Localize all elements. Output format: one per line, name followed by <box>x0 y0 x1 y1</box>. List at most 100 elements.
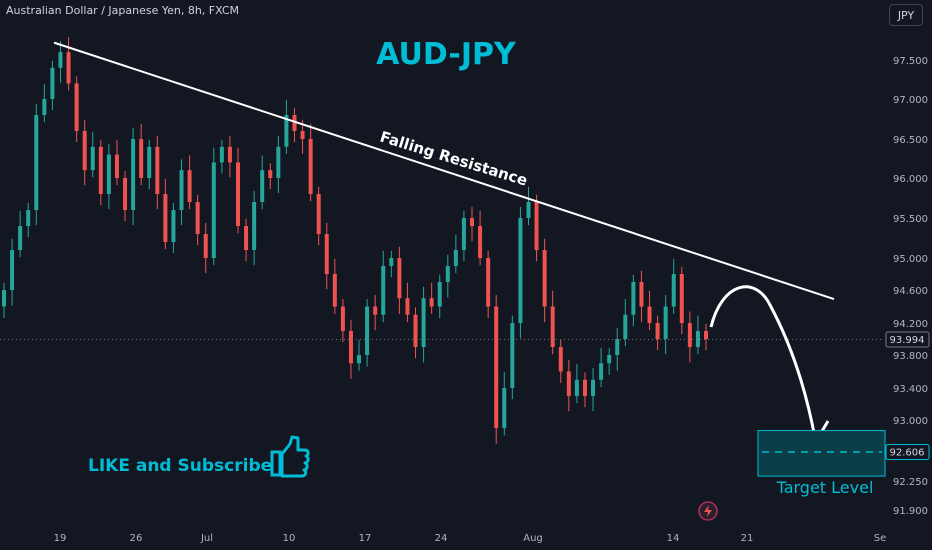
candle-body <box>114 154 119 178</box>
candle-body <box>550 306 555 347</box>
target-level-label: Target Level <box>776 478 874 497</box>
candle-body <box>494 306 499 429</box>
candle-body <box>429 298 434 307</box>
candle-body <box>542 250 547 307</box>
candle-body <box>227 146 232 163</box>
candle-body <box>453 250 458 266</box>
y-tick-label: 96.000 <box>893 174 928 185</box>
candle-body <box>623 314 628 339</box>
candle-body <box>357 355 362 364</box>
candle-body <box>591 379 596 396</box>
candle-body <box>252 202 257 250</box>
symbol-description: Australian Dollar / Japanese Yen, 8h, FX… <box>6 4 240 17</box>
candle-body <box>510 323 515 388</box>
candle-body <box>574 379 579 396</box>
candle-body <box>18 226 23 250</box>
price-axis: 97.500 97.000 96.500 96.000 95.500 95.000 94.6… <box>893 56 928 517</box>
candle-body <box>42 99 47 115</box>
candle-body <box>236 162 240 226</box>
candle-body <box>695 331 700 347</box>
candle-body <box>179 170 184 210</box>
candle-body <box>373 306 378 315</box>
candle-body <box>534 202 539 250</box>
candle-body <box>348 331 353 364</box>
candle-body <box>647 306 652 323</box>
lightning-icon <box>698 501 718 521</box>
candle-body <box>397 258 402 299</box>
candle-body <box>171 210 176 242</box>
x-tick-label: 19 <box>54 533 67 544</box>
y-tick-label: 91.900 <box>893 506 928 517</box>
y-tick-label: 95.000 <box>893 254 928 265</box>
candle-body <box>486 258 491 307</box>
like-subscribe-text: LIKE and Subscribe <box>88 456 272 476</box>
candle-body <box>340 306 345 331</box>
candle-body <box>437 282 442 307</box>
candle-body <box>308 139 313 194</box>
candle-body <box>389 258 394 266</box>
y-tick-label: 96.500 <box>893 135 928 146</box>
time-axis: 19 26 Jul 10 17 24 Aug 14 21 Se <box>54 533 887 544</box>
candle-body <box>478 226 483 258</box>
x-tick-label: 10 <box>283 533 296 544</box>
candle-body <box>655 323 660 339</box>
candle-body <box>98 146 103 194</box>
candle-body <box>663 306 668 339</box>
candle-body <box>58 52 63 68</box>
candle-body <box>631 282 636 315</box>
candle-body <box>461 218 466 250</box>
candle-body <box>163 194 168 242</box>
candle-body <box>123 178 128 210</box>
falling-resistance-line <box>53 41 835 301</box>
candle-body <box>292 115 297 131</box>
candle-body <box>704 331 708 339</box>
candle-body <box>260 170 265 202</box>
candle-body <box>106 154 111 194</box>
last-price-value: 93.994 <box>890 335 925 346</box>
candle-body <box>671 274 676 307</box>
candle-body <box>82 131 87 171</box>
target-price-badge <box>885 444 930 461</box>
target-price-value: 92.606 <box>890 448 925 459</box>
x-tick-label: 26 <box>130 533 143 544</box>
candle-body <box>558 347 563 372</box>
candle-body <box>518 218 523 323</box>
candle-body <box>405 298 410 315</box>
y-tick-label: 95.500 <box>893 214 928 225</box>
candle-body <box>639 282 644 307</box>
candle-body <box>599 363 604 380</box>
candle-body <box>679 274 684 323</box>
candle-body <box>139 139 144 178</box>
y-tick-label: 94.600 <box>893 286 928 297</box>
candle-body <box>219 146 224 163</box>
x-tick-label: Se <box>874 533 887 544</box>
candle-body <box>66 52 71 84</box>
projection-arrow <box>709 285 817 439</box>
candle-body <box>324 234 329 274</box>
x-tick-label: 17 <box>359 533 372 544</box>
y-tick-label: 93.000 <box>893 416 928 427</box>
x-tick-label: 14 <box>667 533 680 544</box>
candle-body <box>74 83 79 131</box>
candle-body <box>2 290 6 307</box>
candle-body <box>10 250 15 290</box>
candle-body <box>155 146 160 194</box>
candle-body <box>470 218 474 226</box>
thumbs-up-icon <box>270 435 310 478</box>
currency-button[interactable]: JPY <box>889 4 923 26</box>
candle-body <box>26 210 31 226</box>
candle-body <box>445 266 450 282</box>
x-tick-label: Aug <box>523 533 543 544</box>
candle-body <box>90 146 95 171</box>
y-tick-label: 97.000 <box>893 95 928 106</box>
candle-body <box>365 306 370 355</box>
candle-body <box>276 146 281 178</box>
x-tick-label: Jul <box>200 533 213 544</box>
candle-body <box>187 170 192 202</box>
y-tick-label: 93.400 <box>893 384 928 395</box>
candlestick-series <box>2 37 708 444</box>
candle-body <box>615 339 620 355</box>
x-tick-label: 21 <box>741 533 754 544</box>
